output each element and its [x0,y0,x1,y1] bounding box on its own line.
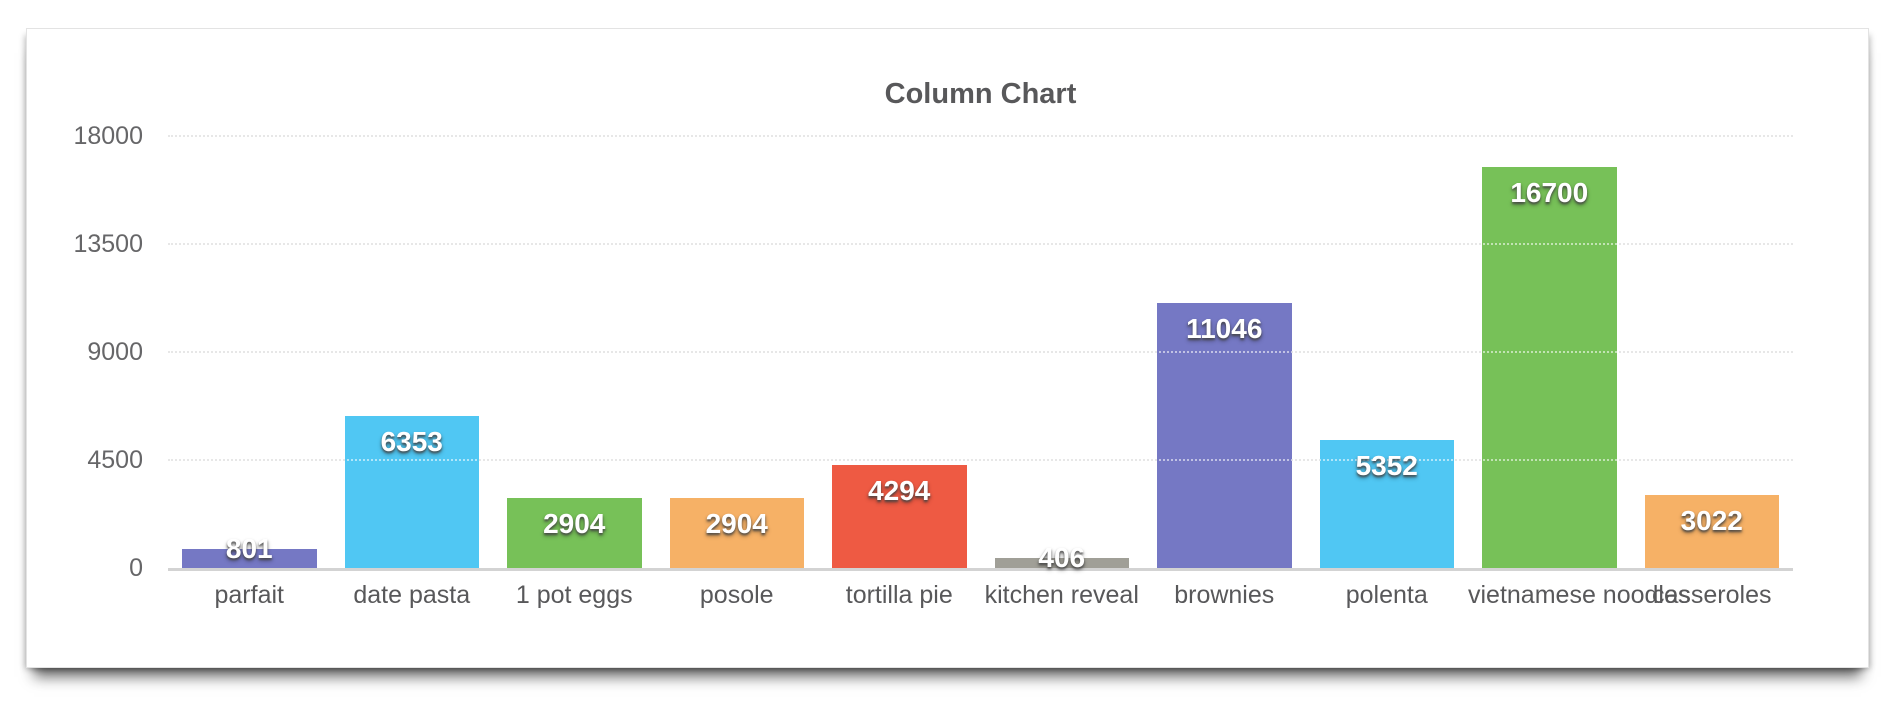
x-axis-label-tortilla-pie: tortilla pie [845,581,953,609]
chart-title: Column Chart [884,78,1077,110]
x-axis-label-1-pot-eggs: 1 pot eggs [515,581,633,609]
plot-area: 801 6353 2904 2904 4294 406 11046 5352 16700 3022 [168,135,1794,573]
y-tick-label-0: 0 [129,554,143,582]
category-cell-tortilla-pie: 4294 [818,136,981,568]
y-tick-label-18000: 18000 [73,122,143,150]
x-axis-label-vietnamese-noodles: vietnamese noodles [1468,581,1691,609]
x-axis-label-casseroles: casseroles [1652,581,1772,609]
bar-tortilla-pie: 4294 [832,465,967,568]
gridline-overlay-9000 [168,351,1793,353]
bar-polenta: 5352 [1319,440,1454,568]
bar-value-label-1-pot-eggs: 2904 [543,508,606,539]
bar-vietnamese-noodles: 16700 [1482,167,1617,568]
bar-value-label-casseroles: 3022 [1680,505,1743,536]
gridline-overlay-13500 [168,243,1793,245]
bar-value-label-tortilla-pie: 4294 [868,475,931,506]
category-cell-date-pasta: 6353 [331,136,494,568]
bar-value-label-date-pasta: 6353 [380,426,443,457]
bar-value-label-brownies: 11046 [1186,313,1263,344]
bar-value-label-vietnamese-noodles: 16700 [1510,177,1589,208]
category-cell-1-pot-eggs: 2904 [493,136,656,568]
bar-kitchen-reveal: 406 [994,542,1129,573]
bar-value-label-posole: 2904 [705,508,768,539]
y-tick-label-13500: 13500 [73,230,143,258]
x-axis-label-parfait: parfait [214,581,284,609]
x-axis-label-date-pasta: date pasta [353,581,471,609]
chart-card: Column Chart 801 6353 2904 2904 4294 406 11046… [26,28,1869,668]
bars-container: 801 6353 2904 2904 4294 406 11046 5352 16700 3022 [168,136,1794,573]
x-axis-label-posole: posole [699,581,774,609]
bar-brownies: 11046 [1157,303,1292,568]
bar-value-label-polenta: 5352 [1355,450,1418,481]
category-cell-posole: 2904 [656,136,819,568]
category-cell-kitchen-reveal: 406 [981,136,1144,573]
y-tick-label-9000: 9000 [87,338,143,366]
category-cell-casseroles: 3022 [1631,136,1794,568]
gridline-overlay-18000 [168,135,1793,137]
bar-posole: 2904 [669,498,804,568]
y-axis: 0 4500 9000 13500 18000 [27,122,143,582]
x-axis-label-brownies: brownies [1174,581,1275,609]
x-axis-label-polenta: polenta [1345,581,1428,609]
bar-value-label-parfait: 801 [225,533,273,564]
bar-value-label-kitchen-reveal: 406 [1038,542,1086,573]
x-axis: parfait date pasta 1 pot eggs posole tortill… [168,580,1793,610]
gridline-overlay-4500 [168,459,1793,461]
bar-1-pot-eggs: 2904 [507,498,642,568]
bar-date-pasta: 6353 [344,416,479,568]
bar-parfait: 801 [182,533,317,568]
category-cell-polenta: 5352 [1306,136,1469,568]
y-tick-label-4500: 4500 [87,446,143,474]
x-axis-label-kitchen-reveal: kitchen reveal [984,581,1139,609]
bar-casseroles: 3022 [1644,495,1779,568]
category-cell-brownies: 11046 [1143,136,1306,568]
category-cell-parfait: 801 [168,136,331,568]
category-cell-vietnamese-noodles: 16700 [1468,136,1631,568]
